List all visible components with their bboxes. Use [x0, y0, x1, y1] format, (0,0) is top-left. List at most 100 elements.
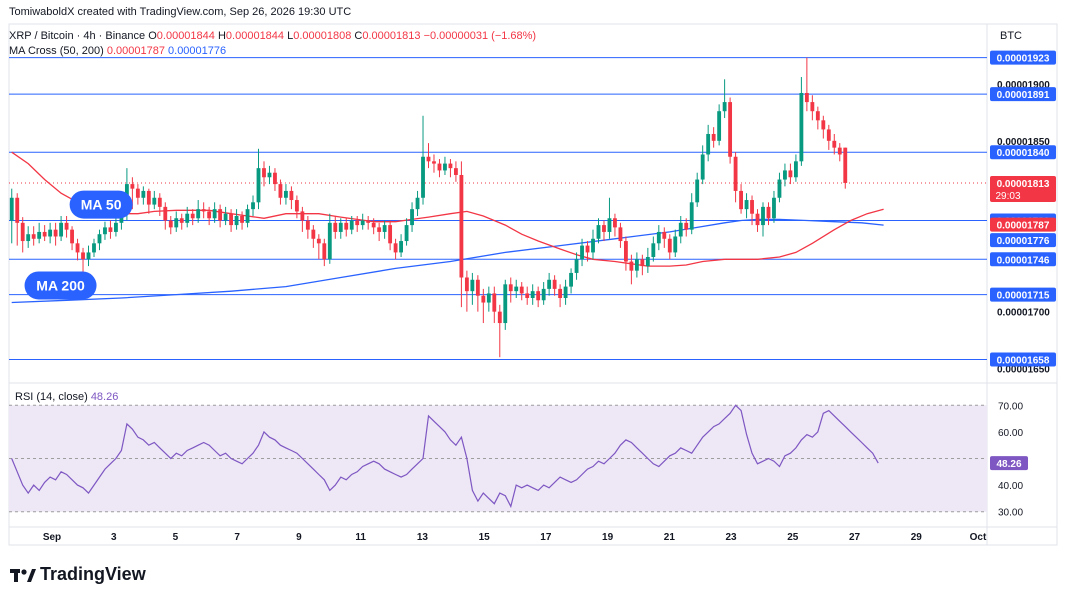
candle-body: [755, 213, 760, 226]
close-value: 0.00001813: [362, 30, 421, 42]
candle-body: [103, 227, 107, 235]
candle-body: [810, 102, 815, 112]
level-price-tag-label: 0.00001658: [997, 355, 1050, 366]
candle-body: [722, 102, 727, 112]
ma-annotation-label: MA 50: [81, 197, 122, 213]
candle-body: [651, 243, 656, 257]
candle-body: [152, 197, 157, 205]
candle-body: [371, 222, 376, 228]
candle-body: [492, 293, 497, 312]
candle-body: [316, 238, 321, 244]
time-axis-label: Oct: [970, 532, 987, 543]
time-axis-label: 17: [540, 532, 552, 543]
candle-body: [837, 147, 842, 155]
chart-frame: [8, 23, 1058, 546]
candle-body: [596, 225, 601, 239]
candle-body: [475, 279, 480, 296]
current-price-tag-label: 0.00001787: [997, 221, 1050, 232]
candle-body: [322, 243, 327, 260]
candle-body: [750, 200, 754, 214]
candle-body: [157, 197, 162, 207]
candle-body: [744, 200, 749, 210]
level-price-tag-label: 0.00001891: [997, 90, 1050, 101]
candle-body: [48, 229, 53, 237]
candle-body: [15, 197, 20, 223]
candle-body: [229, 213, 234, 226]
candle-body: [284, 190, 288, 198]
attribution: TomiwaboldX created with TradingView.com…: [9, 6, 352, 18]
candle-body: [443, 163, 447, 171]
price-axis-label: 0.00001650: [997, 365, 1050, 376]
candle-body: [508, 284, 513, 292]
candle-body: [547, 279, 552, 289]
candle-body: [366, 220, 371, 223]
candle-body: [804, 92, 809, 103]
rsi-tick-label: 40.00: [998, 481, 1023, 492]
candle-body: [168, 220, 173, 228]
candle-body: [788, 170, 793, 178]
candle-body: [717, 111, 722, 141]
current-price-tag-label: 0.00001813: [997, 179, 1050, 190]
candle-body: [333, 222, 338, 232]
candle-body: [640, 259, 645, 267]
candle-body: [42, 231, 47, 237]
candle-body: [114, 222, 118, 232]
candle-body: [415, 197, 420, 210]
candle-body: [31, 234, 36, 239]
symbol-legend: XRP / Bitcoin · 4h · Binance O0.00001844…: [9, 30, 536, 42]
candle-body: [607, 218, 612, 232]
candle-body: [667, 238, 672, 253]
candle-body: [432, 161, 436, 164]
candle-body: [437, 163, 442, 171]
high-value: 0.00001844: [225, 30, 285, 42]
candle-body: [349, 220, 354, 230]
candle-body: [92, 243, 96, 253]
candle-body: [355, 220, 360, 226]
candle-body: [503, 284, 508, 324]
candle-body: [525, 293, 530, 298]
time-axis-label: 13: [417, 532, 429, 543]
ma-indicator-label[interactable]: MA Cross (50, 200): [9, 45, 104, 57]
candle-body: [130, 184, 135, 189]
symbol-label[interactable]: XRP / Bitcoin · 4h · Binance: [9, 30, 146, 42]
candle-body: [783, 170, 787, 180]
candle-body: [174, 218, 179, 228]
current-price-tag: [990, 175, 1056, 202]
candle-body: [497, 311, 502, 324]
price-axis-label: 0.00001900: [997, 80, 1050, 91]
candle-body: [470, 279, 475, 292]
level-price-tag: [990, 287, 1056, 302]
candle-body: [64, 222, 69, 230]
candle-body: [327, 222, 332, 260]
candle-body: [673, 236, 678, 253]
candle-body: [574, 259, 579, 273]
candle-body: [262, 168, 266, 178]
candle-body: [108, 227, 113, 232]
time-axis-label: 7: [234, 532, 240, 543]
current-price-tag-label: 0.00001776: [997, 236, 1050, 247]
ma50-line: [11, 151, 884, 267]
candle-body: [700, 154, 705, 180]
candle-body: [618, 227, 623, 242]
current-price-tag: [990, 217, 1056, 232]
candle-body: [728, 102, 733, 157]
candle-body: [602, 225, 606, 232]
candle-body: [815, 111, 820, 121]
candle-body: [289, 190, 294, 201]
candle-body: [634, 259, 639, 271]
time-axis-label: 23: [726, 532, 738, 543]
candle-body: [135, 188, 140, 198]
level-price-tag-label: 0.00001840: [997, 148, 1050, 159]
candle-body: [514, 286, 519, 292]
candle-body: [344, 222, 349, 230]
candle-body: [481, 295, 486, 303]
time-axis-label: 11: [355, 532, 366, 543]
candle-body: [388, 225, 393, 244]
time-axis-label: 15: [479, 532, 491, 543]
candle-body: [832, 140, 837, 148]
rsi-indicator-label[interactable]: RSI (14, close): [15, 391, 88, 403]
candle-body: [338, 222, 343, 232]
candle-body: [179, 218, 184, 223]
tradingview-logo[interactable]: TradingView: [10, 564, 146, 585]
